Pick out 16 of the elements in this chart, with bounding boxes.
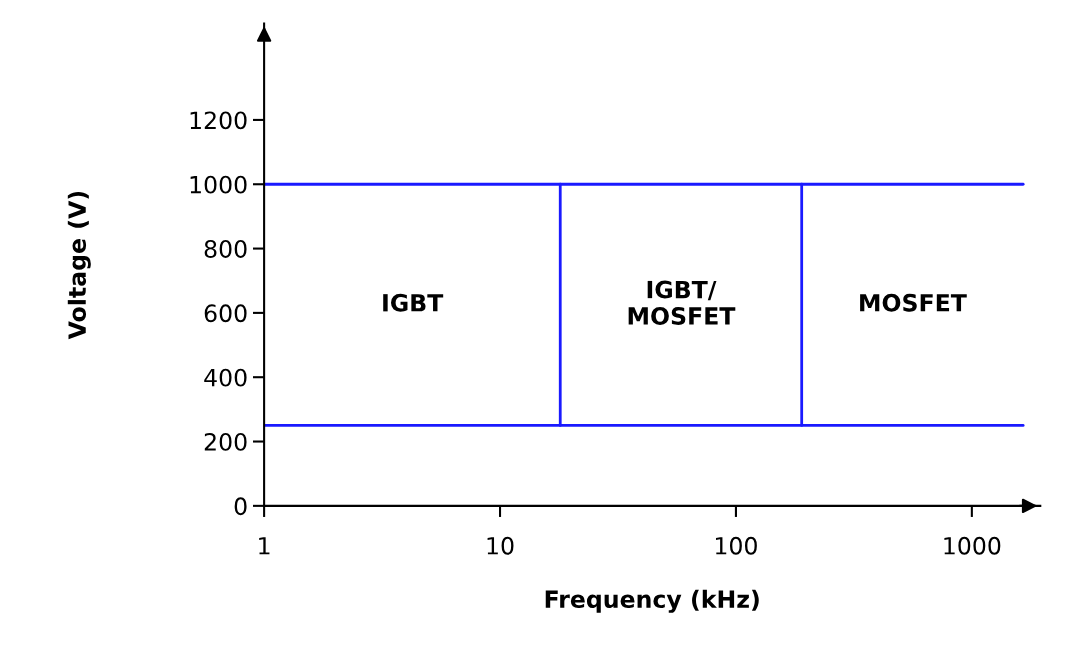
y-tick-label: 600	[204, 304, 247, 323]
annotation: MOSFET	[860, 293, 967, 312]
x-tick-label: 1000	[944, 536, 1001, 555]
x-axis-title: Frequency (kHz)	[545, 589, 759, 613]
y-tick-label: 1200	[190, 111, 247, 130]
y-axis-title: Voltage (V)	[67, 191, 91, 340]
x-tick-label: 10	[487, 536, 514, 555]
annotation: IGBT	[383, 293, 444, 312]
y-tick-label: 800	[204, 240, 247, 258]
x-tick-label: 100	[715, 536, 757, 555]
y-tick-label: 200	[204, 432, 247, 451]
y-tick-label: 1000	[190, 175, 247, 194]
annotation: IGBT/ MOSFET	[628, 280, 736, 325]
y-tick-label: 0	[234, 497, 247, 516]
y-tick-label: 400	[204, 368, 247, 387]
x-tick-label: 1	[259, 537, 270, 555]
